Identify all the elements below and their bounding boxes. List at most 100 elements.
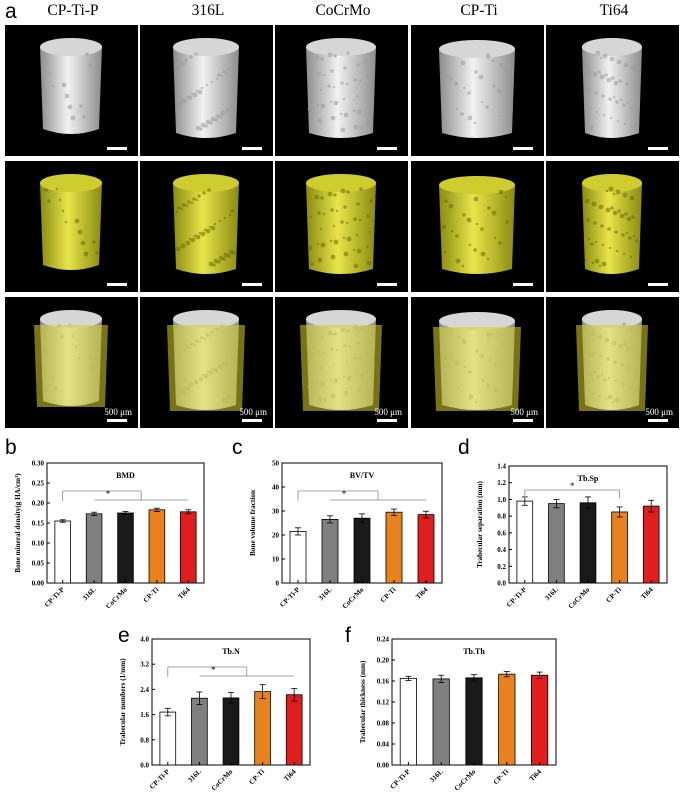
surface-texture <box>70 115 76 121</box>
surface-texture <box>633 122 639 128</box>
surface-texture <box>320 57 324 61</box>
x-tick-label: Ti64 <box>414 585 430 601</box>
surface-texture <box>588 125 594 131</box>
surface-texture <box>200 231 206 237</box>
surface-texture <box>461 264 465 268</box>
surface-texture <box>319 88 323 92</box>
surface-texture <box>635 239 639 243</box>
implant-top <box>306 38 376 56</box>
surface-texture <box>443 250 447 254</box>
implant-body <box>40 41 102 134</box>
scale-bar-label: 500 μm <box>104 407 132 417</box>
microct-image-ti64-row1 <box>546 25 679 156</box>
x-tick-label: CoCrMo <box>104 585 129 610</box>
surface-texture <box>200 86 204 90</box>
surface-texture <box>213 222 217 226</box>
surface-texture <box>342 97 346 101</box>
surface-texture <box>356 248 362 254</box>
surface-texture <box>220 74 224 78</box>
surface-texture <box>320 242 326 248</box>
surface-texture <box>45 62 49 66</box>
y-tick-label: 0.00 <box>32 580 45 588</box>
implant-top <box>582 310 642 328</box>
implant-top <box>173 310 239 328</box>
surface-texture <box>505 93 509 97</box>
surface-texture <box>478 74 484 80</box>
surface-texture <box>595 50 601 56</box>
y-tick-label: 1.6 <box>140 711 149 719</box>
bar-cp-ti <box>385 511 403 584</box>
surface-texture <box>606 77 612 83</box>
y-tick-label: 0.05 <box>32 560 45 568</box>
implant-top <box>439 312 515 330</box>
scale-bar <box>648 283 668 286</box>
surface-texture <box>218 219 222 223</box>
microct-image-316l-row2 <box>140 161 273 292</box>
surface-texture <box>624 212 628 216</box>
surface-texture <box>317 211 321 215</box>
microct-image-316l-row3: 500 μm <box>140 297 273 428</box>
surface-texture <box>185 95 189 99</box>
surface-texture <box>594 91 598 95</box>
scale-bar <box>377 147 397 150</box>
surface-texture <box>585 68 591 74</box>
surface-texture <box>628 236 632 240</box>
surface-texture <box>473 196 479 202</box>
surface-texture <box>222 70 226 74</box>
y-tick-label: 0.20 <box>32 500 45 508</box>
bar-cp-ti <box>254 691 271 766</box>
surface-texture <box>496 88 502 94</box>
implant-top <box>40 174 102 192</box>
surface-texture <box>223 216 227 220</box>
x-tick-label: 316L <box>81 586 98 603</box>
surface-texture <box>83 251 89 257</box>
surface-texture <box>85 52 89 56</box>
surface-texture <box>175 210 179 214</box>
surface-texture <box>615 100 619 104</box>
microct-image-cp-ti-p-row2 <box>5 161 138 292</box>
surface-texture <box>617 209 621 213</box>
surface-texture <box>180 98 184 102</box>
scale-bar <box>648 147 668 150</box>
surface-texture <box>343 66 347 70</box>
bone-overlay <box>576 325 648 411</box>
surface-texture <box>58 198 62 202</box>
surface-texture <box>602 53 608 59</box>
implant-top <box>582 174 642 192</box>
surface-texture <box>599 74 605 80</box>
surface-texture <box>42 51 46 55</box>
implant-render <box>300 310 382 411</box>
y-tick-label: 0.4 <box>497 546 506 554</box>
microct-image-cp-ti-p-row1 <box>5 25 138 156</box>
microct-image-cp-ti-row2 <box>411 161 544 292</box>
y-tick-label: 0.20 <box>377 657 390 665</box>
surface-texture <box>485 53 491 59</box>
surface-texture <box>625 231 629 235</box>
surface-texture <box>332 224 336 228</box>
surface-texture <box>353 124 359 130</box>
surface-texture <box>339 112 343 116</box>
surface-texture <box>64 220 68 224</box>
bone-overlay <box>300 325 382 411</box>
surface-texture <box>505 220 509 224</box>
surface-texture <box>626 216 632 222</box>
x-tick-label: Ti64 <box>528 767 544 783</box>
surface-texture <box>591 201 597 207</box>
surface-texture <box>616 119 620 123</box>
implant-render <box>34 310 108 407</box>
scale-bar-label: 500 μm <box>510 407 538 417</box>
surface-texture <box>208 225 212 229</box>
surface-texture <box>369 199 373 203</box>
surface-texture <box>629 255 633 259</box>
panel-label-f: f <box>345 624 351 647</box>
surface-texture <box>61 82 67 88</box>
surface-texture <box>210 80 214 84</box>
surface-texture <box>601 261 607 267</box>
surface-texture <box>608 186 614 192</box>
surface-texture <box>208 261 214 267</box>
surface-texture <box>197 89 203 95</box>
column-title-ti64: Ti64 <box>599 2 629 19</box>
surface-texture <box>633 104 637 108</box>
surface-texture <box>223 252 229 258</box>
y-tick-label: 0.6 <box>497 529 506 537</box>
